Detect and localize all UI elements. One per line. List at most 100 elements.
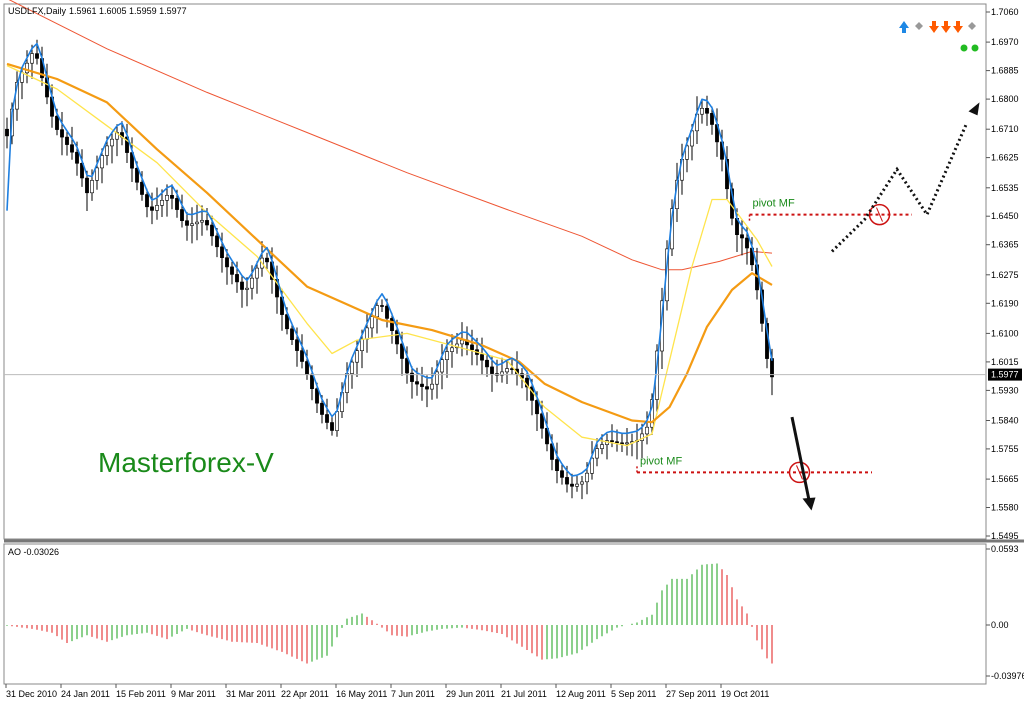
date-tick-label: 31 Mar 2011 — [226, 689, 276, 699]
candle-body — [80, 163, 84, 179]
candle-body — [55, 115, 59, 130]
candle-body — [535, 400, 539, 415]
date-tick-label: 5 Sep 2011 — [611, 689, 656, 699]
candle-body — [625, 442, 629, 445]
price-tick-label: 1.6190 — [991, 298, 1019, 308]
candle-body — [575, 483, 579, 487]
signal-dot — [971, 44, 979, 52]
price-tick-label: 1.6710 — [991, 124, 1019, 134]
candle-body — [370, 316, 374, 329]
ma-blue-line — [6, 42, 773, 477]
pivot-label: pivot MF — [640, 455, 682, 467]
candle — [470, 329, 474, 366]
candle-body — [565, 477, 569, 485]
price-tick-label: 1.6365 — [991, 240, 1019, 250]
price-tick-label: 1.6535 — [991, 183, 1019, 193]
candle — [80, 149, 84, 187]
candle-body — [265, 257, 269, 263]
candle-body — [395, 330, 399, 345]
candle-body — [485, 359, 489, 368]
candle-body — [240, 281, 244, 290]
candle — [140, 171, 144, 201]
candle-body — [155, 205, 159, 211]
price-tick-label: 1.5755 — [991, 444, 1019, 454]
candle-body — [180, 209, 184, 221]
candle-body — [150, 206, 154, 211]
candle-body — [500, 371, 504, 376]
candle — [95, 155, 99, 190]
candle-body — [330, 422, 334, 431]
candle-body — [300, 350, 304, 362]
date-tick-label: 15 Feb 2011 — [116, 689, 166, 699]
forecast-down-arrowhead — [802, 497, 816, 511]
candle — [425, 375, 429, 408]
candle — [540, 400, 544, 439]
candle — [575, 474, 579, 492]
candle-body — [245, 287, 249, 290]
date-tick-label: 9 Mar 2011 — [171, 689, 216, 699]
signal-dot — [960, 44, 968, 52]
candle — [185, 212, 189, 241]
candle-body — [595, 448, 599, 459]
candle-body — [425, 386, 429, 390]
candle-body — [90, 180, 94, 194]
candle-body — [325, 414, 329, 423]
candle — [300, 334, 304, 369]
ao-header: AO -0.03026 — [8, 547, 59, 557]
candle — [160, 189, 164, 217]
candle-body — [60, 129, 64, 138]
candle — [430, 367, 434, 400]
price-tick-label: 1.5930 — [991, 385, 1019, 395]
date-tick-label: 19 Oct 2011 — [721, 689, 769, 699]
candle-body — [70, 144, 74, 153]
candle — [165, 184, 169, 217]
candle-body — [105, 145, 109, 156]
candle-body — [700, 108, 704, 115]
ma-orange-line — [6, 62, 773, 424]
candle-body — [190, 223, 194, 226]
price-tick-label: 1.6100 — [991, 328, 1019, 338]
candle-body — [460, 339, 464, 345]
price-tick-label: 1.6800 — [991, 94, 1019, 104]
candle-body — [600, 444, 604, 449]
pivot-annotation: pivot MF — [748, 102, 980, 253]
candle-body — [405, 358, 409, 374]
candle — [60, 112, 64, 156]
annotations-layer: pivot MF pivot MF — [636, 21, 980, 511]
forecast-up-path — [830, 121, 969, 253]
candle — [645, 411, 649, 445]
candle-body — [365, 327, 369, 340]
candle-body — [400, 343, 404, 359]
candle-body — [375, 305, 379, 317]
pivot-circle — [868, 203, 891, 226]
pivot-label: pivot MF — [753, 198, 795, 210]
candle-body — [740, 234, 744, 239]
candle-body — [215, 235, 219, 248]
candle-body — [165, 195, 169, 201]
candle-body — [290, 328, 294, 340]
candle-body — [745, 237, 749, 249]
candle — [480, 337, 484, 375]
candle — [700, 98, 704, 124]
candle-body — [175, 198, 179, 210]
candle — [265, 252, 269, 269]
candle-body — [580, 481, 584, 485]
candle-body — [480, 354, 484, 361]
candle-body — [355, 350, 359, 363]
ao-histogram-layer — [6, 563, 773, 664]
candle — [440, 344, 444, 390]
signal-diamond — [968, 22, 976, 30]
candle-body — [415, 381, 419, 385]
date-tick-label: 29 Jun 2011 — [446, 689, 495, 699]
forecast-up-arrowhead — [968, 102, 980, 116]
candle — [250, 265, 254, 300]
candle — [420, 366, 424, 401]
candle-body — [170, 195, 174, 199]
candle — [110, 133, 114, 164]
candle — [5, 117, 9, 149]
candle-body — [390, 318, 394, 331]
candle-body — [305, 361, 309, 375]
price-tick-label: 1.6625 — [991, 153, 1019, 163]
price-tick-label: 1.6885 — [991, 66, 1019, 76]
